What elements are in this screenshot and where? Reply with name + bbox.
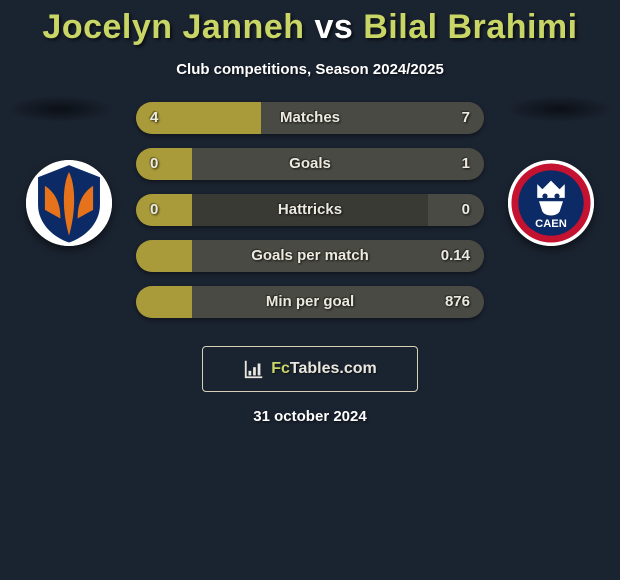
title-player2: Bilal Brahimi [363,8,577,46]
stat-label: Goals per match [136,240,484,272]
brand-text: FcTables.com [271,360,377,378]
title-vs: vs [314,8,353,46]
infographic-date: 31 october 2024 [0,408,620,425]
stat-row: 01Goals [136,148,484,180]
stat-row: 876Min per goal [136,286,484,318]
brand-suffix: Tables.com [290,360,377,377]
page-title: Jocelyn Janneh vs Bilal Brahimi [0,8,620,47]
stat-label: Hattricks [136,194,484,226]
comparison-panel: CAEN 47Matches 01Goals 00Hattricks 0.14Goal… [0,102,620,332]
brand-prefix: Fc [271,360,290,377]
stat-label: Min per goal [136,286,484,318]
subtitle: Club competitions, Season 2024/2025 [0,61,620,78]
stat-bars: 47Matches 01Goals 00Hattricks 0.14Goals per… [136,102,484,332]
header: Jocelyn Janneh vs Bilal Brahimi Club com… [0,0,620,78]
stat-row: 0.14Goals per match [136,240,484,272]
brand-box: FcTables.com [202,346,418,392]
crest-shadow-right [507,96,612,122]
title-player1: Jocelyn Janneh [42,8,304,46]
team-crest-left [26,160,112,246]
stat-row: 00Hattricks [136,194,484,226]
crest-shadow-left [8,96,113,122]
stat-row: 47Matches [136,102,484,134]
chart-icon [243,358,265,380]
svg-text:CAEN: CAEN [535,218,567,230]
stat-label: Goals [136,148,484,180]
team-crest-right: CAEN [508,160,594,246]
stat-label: Matches [136,102,484,134]
shield-icon: CAEN [508,160,594,246]
shield-icon [26,160,112,246]
